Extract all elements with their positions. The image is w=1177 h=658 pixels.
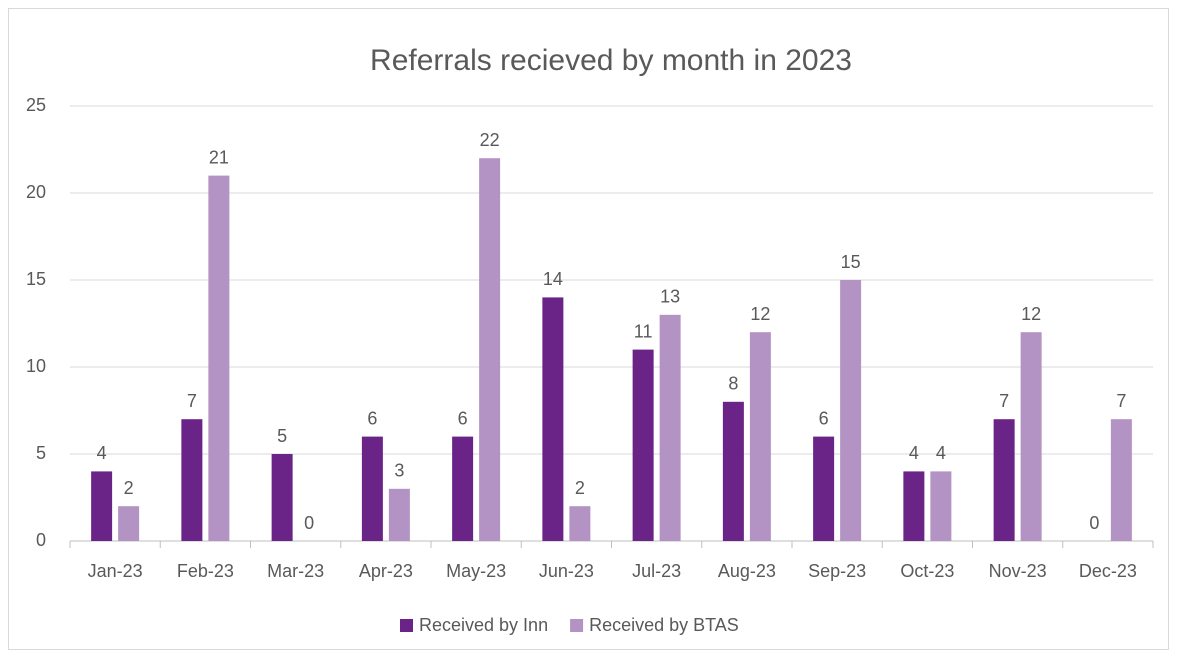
bar (91, 471, 113, 541)
bar (271, 454, 293, 541)
bar (569, 506, 591, 541)
data-label: 7 (999, 391, 1009, 411)
data-label: 4 (909, 443, 919, 463)
bar (722, 401, 744, 541)
bar (1020, 332, 1042, 541)
data-label: 6 (367, 408, 377, 428)
x-tick-label: Jan-23 (88, 561, 143, 581)
data-label: 22 (480, 130, 500, 150)
bar (659, 314, 681, 541)
x-tick-label: Feb-23 (177, 561, 234, 581)
x-tick-label: Sep-23 (808, 561, 866, 581)
y-tick-label: 5 (36, 443, 46, 463)
bar (452, 436, 474, 541)
bar (632, 349, 654, 541)
data-label: 8 (728, 374, 738, 394)
data-label: 3 (394, 461, 404, 481)
data-label: 14 (543, 269, 563, 289)
bar (181, 419, 203, 541)
data-label: 4 (97, 443, 107, 463)
data-label: 2 (124, 478, 134, 498)
bar (993, 419, 1015, 541)
y-tick-label: 0 (36, 530, 46, 550)
bar (479, 158, 501, 541)
bar (542, 297, 564, 541)
x-tick-label: Nov-23 (989, 561, 1047, 581)
data-label: 7 (187, 391, 197, 411)
bar (208, 175, 230, 541)
data-label: 0 (304, 513, 314, 533)
data-label: 2 (575, 478, 585, 498)
data-label: 21 (209, 147, 229, 167)
x-tick-label: Oct-23 (900, 561, 954, 581)
legend-swatch (400, 619, 413, 632)
chart-border (8, 8, 1169, 650)
bar (813, 436, 835, 541)
legend-label: Received by Inn (419, 615, 548, 635)
data-label: 6 (458, 408, 468, 428)
y-tick-label: 25 (26, 95, 46, 115)
data-label: 0 (1089, 513, 1099, 533)
x-tick-label: Aug-23 (718, 561, 776, 581)
bar (930, 471, 952, 541)
bar (361, 436, 383, 541)
bar (1110, 419, 1132, 541)
y-tick-label: 10 (26, 356, 46, 376)
bar (749, 332, 771, 541)
legend-swatch (570, 619, 584, 632)
y-tick-label: 20 (26, 182, 46, 202)
bar (903, 471, 925, 541)
data-label: 4 (936, 443, 946, 463)
data-label: 12 (1021, 304, 1041, 324)
x-tick-label: Jun-23 (539, 561, 594, 581)
x-tick-label: May-23 (446, 561, 506, 581)
data-label: 13 (660, 287, 680, 307)
bar (118, 506, 140, 541)
x-tick-label: Dec-23 (1079, 561, 1137, 581)
data-label: 11 (634, 321, 653, 341)
y-tick-label: 15 (26, 269, 46, 289)
x-tick-label: Apr-23 (359, 561, 413, 581)
data-label: 12 (750, 304, 770, 324)
bar (840, 280, 862, 541)
chart-title: Referrals recieved by month in 2023 (370, 44, 852, 77)
data-label: 15 (841, 252, 861, 272)
bar (388, 488, 410, 541)
data-label: 6 (819, 408, 829, 428)
x-tick-label: Jul-23 (632, 561, 681, 581)
data-label: 5 (277, 426, 287, 446)
x-tick-label: Mar-23 (267, 561, 324, 581)
legend-label: Received by BTAS (589, 615, 739, 635)
data-label: 7 (1116, 391, 1126, 411)
